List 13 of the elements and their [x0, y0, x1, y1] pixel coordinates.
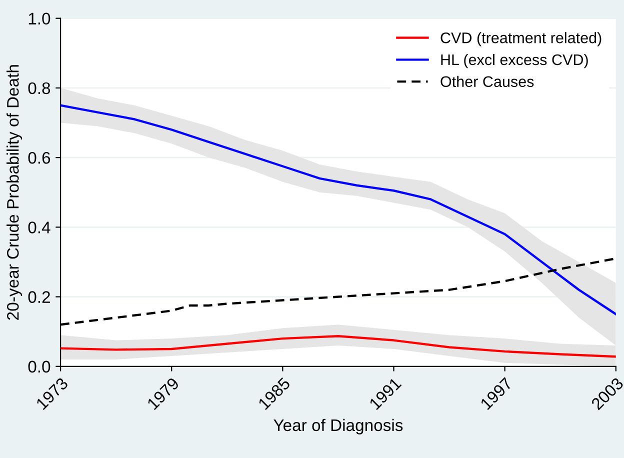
y-tick-label: 0.4 — [28, 222, 50, 234]
y-tick-label: 0.0 — [28, 360, 50, 373]
y-tick-label: 0.8 — [28, 82, 50, 94]
line-series — [60, 335, 616, 358]
legend-label: HL (excl excess CVD) — [441, 54, 588, 68]
y-tick-label: 0.2 — [28, 291, 50, 303]
legend-label: CVD (treatment related) — [440, 32, 602, 46]
line-series — [60, 104, 616, 316]
legend-label: Other Causes — [440, 76, 534, 88]
y-axis-title: 20-year Crude Probability of Death — [6, 65, 22, 320]
x-axis-title: Year of Diagnosis — [274, 418, 403, 434]
y-tick-label: 1.0 — [28, 12, 50, 25]
y-tick-label: 0.6 — [28, 152, 50, 164]
